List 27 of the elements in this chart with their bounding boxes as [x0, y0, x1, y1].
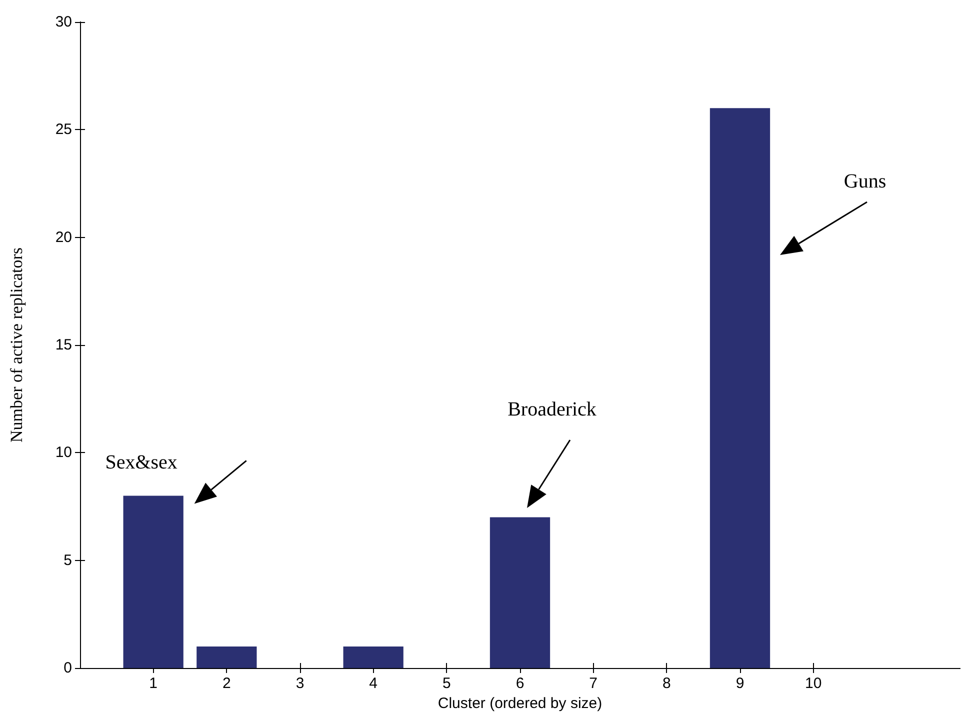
x-tick-label: 7 [589, 675, 598, 692]
y-tick-label: 15 [55, 336, 72, 354]
x-tick-label: 4 [369, 675, 378, 692]
x-tick-label: 9 [736, 675, 744, 692]
x-tick-label: 2 [222, 675, 231, 692]
y-tick-label: 20 [55, 228, 72, 246]
x-tick-label: 3 [296, 675, 304, 692]
annotation: Sex&sex [105, 451, 178, 474]
annotation: Broaderick [508, 398, 596, 421]
y-tick-label: 5 [64, 552, 72, 569]
bar [343, 646, 404, 668]
y-tick-label: 0 [64, 660, 72, 676]
y-tick-label: 30 [55, 14, 72, 30]
annotation: Guns [844, 170, 886, 193]
y-axis-title: Number of active replicators [7, 248, 26, 442]
x-tick-label: 8 [662, 675, 671, 692]
x-axis-title: Cluster (ordered by size) [438, 694, 602, 712]
bar [710, 108, 770, 668]
x-tick-label: 10 [804, 675, 822, 692]
x-tick-label: 5 [442, 675, 451, 692]
bar [490, 517, 550, 668]
bar [196, 646, 257, 668]
x-tick-label: 6 [516, 675, 524, 692]
y-tick-label: 25 [55, 121, 72, 138]
x-tick-label: 1 [149, 675, 158, 692]
y-tick-label: 10 [55, 444, 72, 462]
bar [123, 496, 184, 668]
